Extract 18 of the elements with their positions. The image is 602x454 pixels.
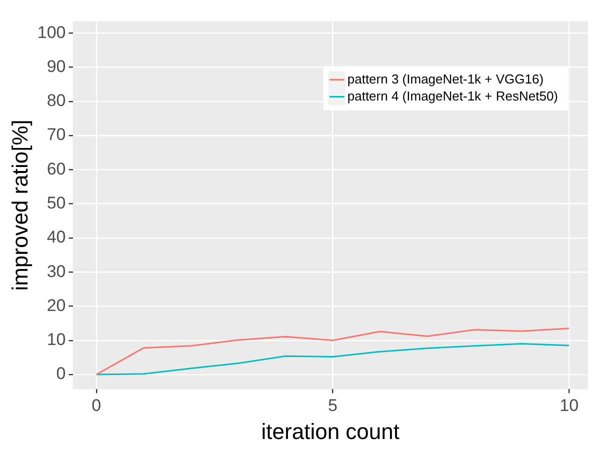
y-tick-label: 0 <box>56 364 66 384</box>
y-axis-title: improved ratio[%] <box>7 120 32 291</box>
y-tick-label: 100 <box>37 22 66 42</box>
legend-label: pattern 3 (ImageNet-1k + VGG16) <box>347 71 544 86</box>
x-tick-label: 5 <box>328 396 338 416</box>
y-tick-label: 30 <box>46 262 66 281</box>
y-tick-label: 60 <box>46 159 66 178</box>
y-tick-label: 90 <box>46 56 66 76</box>
legend-label: pattern 4 (ImageNet-1k + ResNet50) <box>347 88 558 104</box>
y-tick-label: 70 <box>46 125 66 144</box>
y-tick-label: 40 <box>46 228 66 247</box>
x-tick-label: 0 <box>92 396 102 416</box>
x-tick-label: 10 <box>560 396 579 416</box>
y-tick-label: 80 <box>46 91 66 110</box>
y-tick-label: 20 <box>46 296 66 315</box>
y-tick-label: 10 <box>46 330 66 350</box>
x-axis-title: iteration count <box>261 418 400 444</box>
y-tick-label: 50 <box>46 194 66 213</box>
